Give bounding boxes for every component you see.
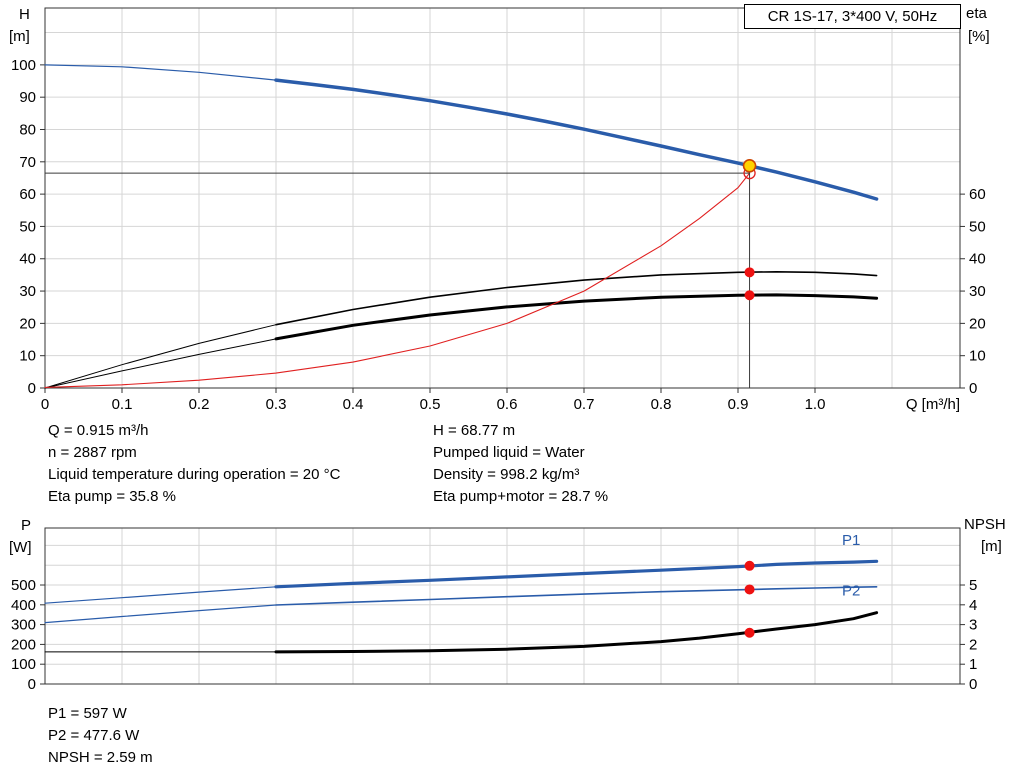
x-tick-label: 0.3	[266, 396, 287, 413]
plot-border	[44, 527, 961, 685]
y-left-tick-label: 80	[19, 121, 36, 138]
y-left-tick-label: 400	[11, 597, 36, 614]
x-tick-label: 0.5	[420, 396, 441, 413]
series-eta-pump-min-flow	[44, 324, 277, 389]
eta-axis-unit: [%]	[968, 28, 990, 45]
y-left-tick-label: 0	[28, 380, 36, 397]
y-left-tick-label: 60	[19, 186, 36, 203]
y-right-tick-label: 1	[969, 656, 977, 673]
y-left-tick-label: 90	[19, 89, 36, 106]
series-label-p2: P2	[842, 582, 860, 599]
npsh-axis-title: NPSH	[964, 516, 1006, 533]
eta-pump-motor-readout: Eta pump+motor = 28.7 %	[433, 488, 609, 505]
npsh-axis-unit: [m]	[981, 538, 1002, 555]
x-tick-label: 0	[41, 396, 49, 413]
series-p1-curve	[274, 559, 879, 589]
series-eta-pump	[275, 270, 878, 326]
x-tick-label: 0.7	[574, 396, 595, 413]
y-left-tick-label: 30	[19, 283, 36, 300]
y-left-tick-label: 20	[19, 315, 36, 332]
series-pump-curve-min-flow	[44, 64, 277, 81]
y-left-tick-label: 50	[19, 218, 36, 235]
duty-info-left-column: Q = 0.915 m³/h n = 2887 rpm Liquid tempe…	[48, 420, 340, 508]
y-left-tick-label: 300	[11, 617, 36, 634]
duty-info-right-column: H = 68.77 m Pumped liquid = Water Densit…	[433, 420, 608, 508]
x-tick-label: 1.0	[805, 396, 826, 413]
speed-readout: n = 2887 rpm	[48, 444, 137, 461]
x-tick-label: 0.9	[728, 396, 749, 413]
y-left-tick-label: 100	[11, 656, 36, 673]
p1-readout: P1 = 597 W	[48, 705, 127, 722]
y-right-tick-label: 30	[969, 283, 986, 300]
y-right-tick-label: 10	[969, 348, 986, 365]
plot-border	[44, 7, 961, 389]
y-right-tick-label: 60	[969, 186, 986, 203]
eta-pump-readout: Eta pump = 35.8 %	[48, 488, 176, 505]
head-axis-unit: [m]	[9, 28, 30, 45]
y-right-tick-label: 3	[969, 617, 977, 634]
y-right-tick-label: 4	[969, 597, 977, 614]
flow-readout: Q = 0.915 m³/h	[48, 422, 149, 439]
y-left-tick-label: 40	[19, 251, 36, 268]
operating-point-dot	[744, 267, 755, 278]
series-p2-min-flow	[44, 604, 277, 624]
series-eta-pump-motor-min-flow	[44, 338, 277, 389]
operating-point-dot	[744, 584, 755, 595]
power-info-block: P1 = 597 W P2 = 477.6 W NPSH = 2.59 m	[48, 703, 153, 769]
y-left-tick-label: 0	[28, 676, 36, 693]
y-right-tick-label: 40	[969, 251, 986, 268]
y-left-tick-label: 500	[11, 577, 36, 594]
operating-point-dot	[744, 560, 755, 571]
x-tick-label: 0.1	[112, 396, 133, 413]
series-system-curve	[44, 172, 751, 388]
y-right-tick-label: 0	[969, 676, 977, 693]
y-left-tick-label: 200	[11, 636, 36, 653]
head-readout: H = 68.77 m	[433, 422, 516, 439]
series-pump-curve	[274, 78, 879, 201]
series-eta-pump-motor	[274, 293, 879, 341]
x-tick-label: 0.6	[497, 396, 518, 413]
y-right-tick-label: 50	[969, 218, 986, 235]
y-right-tick-label: 0	[969, 380, 977, 397]
y-right-tick-label: 20	[969, 315, 986, 332]
eta-axis-title: eta	[966, 5, 987, 22]
series-p2-curve	[275, 586, 878, 606]
y-left-tick-label: 10	[19, 348, 36, 365]
head-axis-title: H	[19, 6, 30, 23]
x-tick-label: 0.2	[189, 396, 210, 413]
liquid-temp-readout: Liquid temperature during operation = 20…	[48, 466, 341, 483]
pump-model-title: CR 1S-17, 3*400 V, 50Hz	[744, 4, 961, 29]
power-axis-title: P	[21, 517, 32, 534]
power-axis-unit: [W]	[9, 539, 32, 556]
density-readout: Density = 998.2 kg/m³	[433, 466, 580, 483]
p2-readout: P2 = 477.6 W	[48, 727, 140, 744]
x-tick-label: 0.4	[343, 396, 364, 413]
series-p1-min-flow	[44, 586, 277, 604]
y-right-tick-label: 2	[969, 636, 977, 653]
series-label-p1: P1	[842, 532, 860, 549]
y-right-tick-label: 5	[969, 577, 977, 594]
qh-eta-chart[interactable]: 0 10 20 30 40 50 60 70 80 90 100 0 10 20 30 40 50 60 0 0.1 0…	[0, 0, 1024, 414]
series-npsh-curve	[274, 611, 879, 654]
operating-point-dot	[744, 290, 755, 301]
npsh-readout: NPSH = 2.59 m	[48, 749, 153, 766]
duty-point-marker[interactable]	[742, 158, 757, 173]
x-axis-title: Q [m³/h]	[906, 396, 960, 413]
power-npsh-chart[interactable]: 0 100 200 300 400 500 0 1 2 3 4 5 P1 P2	[0, 518, 1024, 698]
y-left-tick-label: 70	[19, 154, 36, 171]
pumped-liquid-readout: Pumped liquid = Water	[433, 444, 585, 461]
x-tick-label: 0.8	[651, 396, 672, 413]
y-left-tick-label: 100	[11, 57, 36, 74]
operating-point-dot	[744, 627, 755, 638]
